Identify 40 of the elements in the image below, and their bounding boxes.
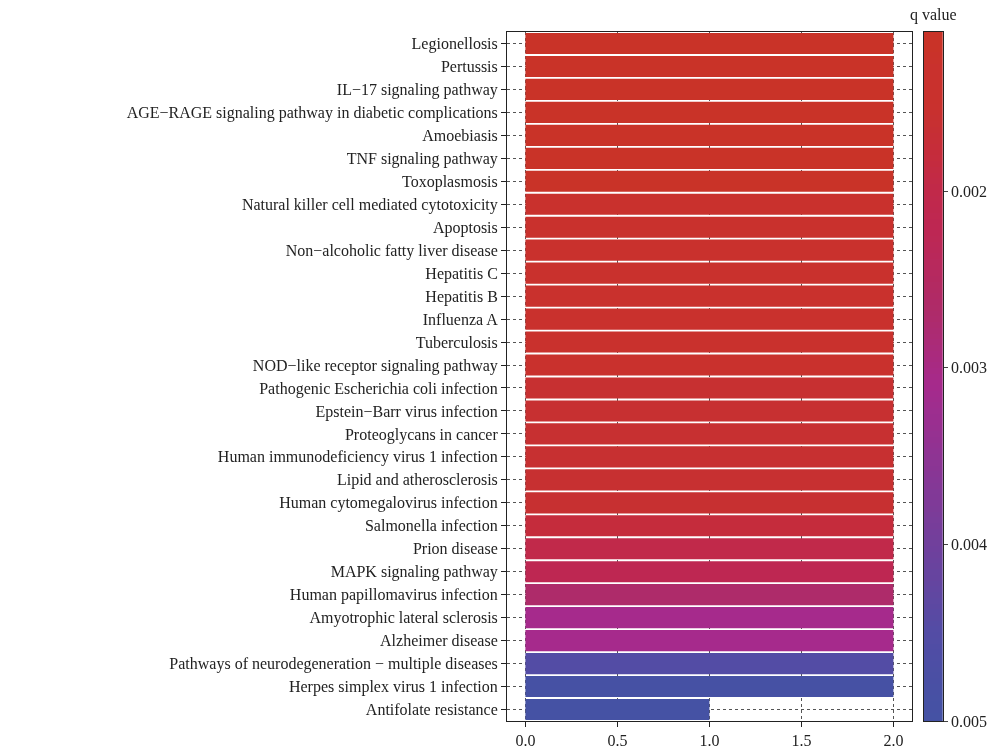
y-tick-label: Hepatitis B — [425, 287, 498, 306]
y-tick-label: Proteoglycans in cancer — [344, 425, 499, 444]
x-tick-label: 2.0 — [883, 732, 904, 750]
y-tick-label: Antifolate resistance — [365, 701, 498, 719]
y-tick-label: Human papillomavirus infection — [289, 586, 498, 605]
y-tick-label: AGE−RAGE signaling pathway in diabetic complications — [126, 103, 498, 122]
y-tick-label: MAPK signaling pathway — [330, 563, 498, 582]
y-tick-label: TNF signaling pathway — [346, 149, 498, 168]
color-bar-label: 0.005 — [951, 712, 988, 730]
y-tick-label: Human immunodeficiency virus 1 infection — [217, 448, 498, 467]
y-tick-label: Influenza A — [422, 310, 499, 328]
y-tick-label: Alzheimer disease — [380, 632, 498, 650]
x-tick-label: 0.5 — [607, 732, 628, 750]
y-tick-label: Non−alcoholic fatty liver disease — [285, 241, 498, 260]
y-tick-label: Natural killer cell mediated cytotoxicity — [241, 195, 498, 214]
x-tick-label: 1.0 — [699, 732, 720, 750]
y-tick-label: IL−17 signaling pathway — [336, 81, 498, 100]
color-bar-title: q value — [910, 6, 957, 24]
y-tick-label: Pertussis — [440, 58, 498, 76]
x-tick-label: 1.5 — [791, 732, 812, 750]
y-tick-label: Toxoplasmosis — [402, 172, 498, 191]
color-bar-label: 0.002 — [951, 182, 988, 200]
y-tick-label: Apoptosis — [432, 218, 498, 237]
y-tick-label: Amoebiasis — [422, 126, 498, 144]
y-tick-label: Human cytomegalovirus infection — [279, 494, 498, 513]
color-bar-label: 0.003 — [951, 359, 988, 377]
y-tick-label: Tuberculosis — [415, 333, 498, 351]
y-tick-label: Amyotrophic lateral sclerosis — [309, 609, 498, 628]
y-tick-label: Prion disease — [412, 540, 498, 558]
y-tick-label: Epstein−Barr virus infection — [315, 402, 498, 421]
x-tick-label: 0.0 — [515, 732, 536, 750]
y-tick-label: Hepatitis C — [425, 264, 498, 283]
y-tick-label: Lipid and atherosclerosis — [336, 471, 498, 490]
y-tick-label: NOD−like receptor signaling pathway — [252, 356, 498, 375]
y-tick-label: Herpes simplex virus 1 infection — [288, 678, 498, 697]
y-tick-label: Pathogenic Escherichia coli infection — [259, 379, 498, 398]
y-tick-label: Legionellosis — [411, 35, 498, 54]
y-tick-label: Pathways of neurodegeneration − multiple diseases — [169, 655, 498, 674]
y-tick-label: Salmonella infection — [364, 517, 498, 535]
color-bar-label: 0.004 — [951, 535, 988, 553]
